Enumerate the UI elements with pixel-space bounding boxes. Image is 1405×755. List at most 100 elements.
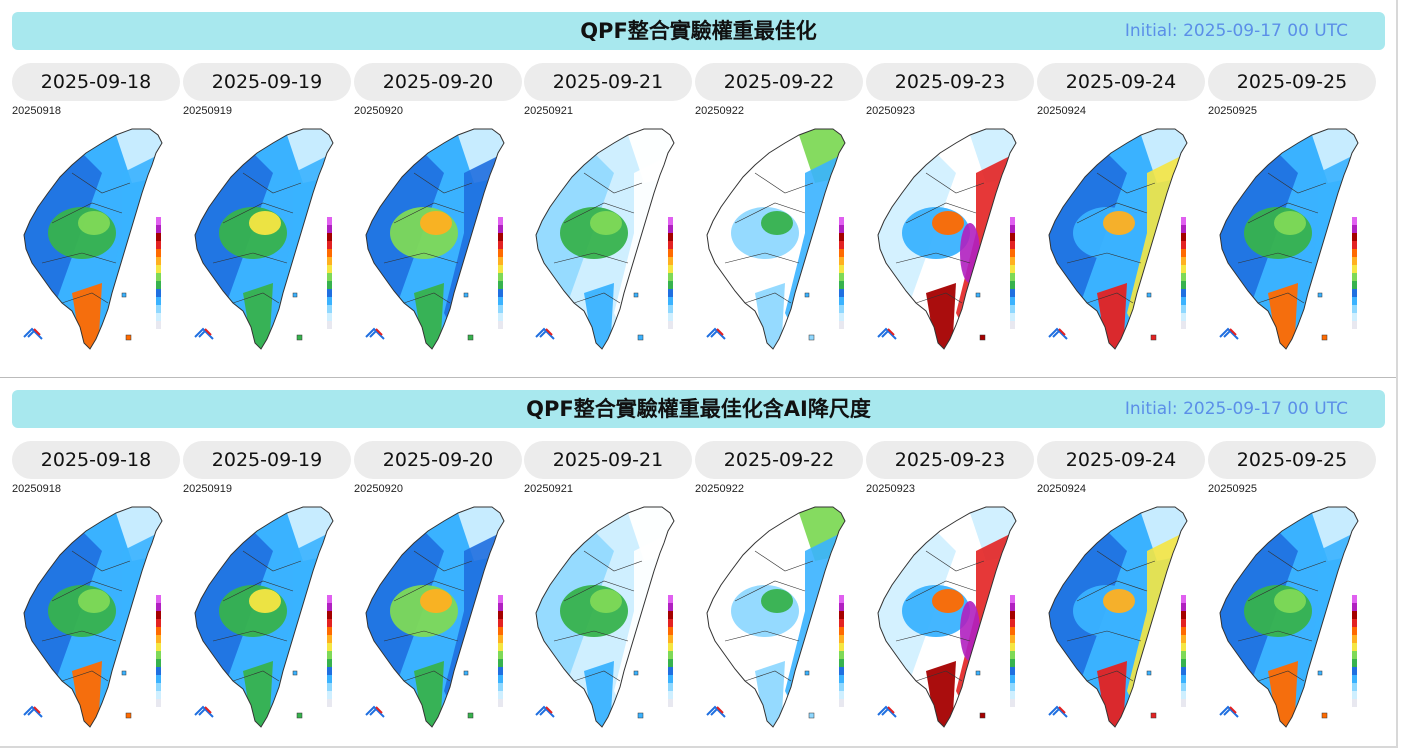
ncdr-logo [365,327,385,340]
rainfall-map[interactable] [1037,113,1205,353]
ncdr-logo [877,705,897,718]
ncdr-logo [1048,327,1068,340]
forecast-panel: 2025-09-22 20250922 [695,441,863,731]
forecast-panel: 2025-09-20 20250920 [354,63,522,353]
ncdr-logo [1219,705,1239,718]
color-scale-bar [668,595,673,707]
forecast-panel: 2025-09-19 20250919 [183,441,351,731]
ncdr-logo [1048,705,1068,718]
color-scale-bar [839,595,844,707]
rainfall-map[interactable] [183,113,351,353]
color-scale-bar [156,595,161,707]
ncdr-logo [535,705,555,718]
section-title: QPF整合實驗權重最佳化含AI降尺度 [526,397,871,421]
date-tab[interactable]: 2025-09-24 [1037,441,1205,479]
color-scale-bar [839,217,844,329]
section-banner: QPF整合實驗權重最佳化 Initial: 2025-09-17 00 UTC [12,12,1385,50]
date-tab[interactable]: 2025-09-25 [1208,63,1376,101]
forecast-panel: 2025-09-18 20250918 [12,441,180,731]
ncdr-logo [1219,327,1239,340]
date-tab[interactable]: 2025-09-19 [183,63,351,101]
date-tab[interactable]: 2025-09-22 [695,441,863,479]
ncdr-logo [535,327,555,340]
color-scale-bar [1181,595,1186,707]
initial-time: Initial: 2025-09-17 00 UTC [1124,21,1348,41]
rainfall-map[interactable] [524,491,692,731]
rainfall-map[interactable] [183,491,351,731]
section-divider [0,377,1396,378]
forecast-panel: 2025-09-25 20250925 [1208,63,1376,353]
rainfall-map[interactable] [695,113,863,353]
rainfall-map[interactable] [1208,491,1376,731]
forecast-panel: 2025-09-19 20250919 [183,63,351,353]
color-scale-bar [327,595,332,707]
date-tab[interactable]: 2025-09-22 [695,63,863,101]
ncdr-logo [194,705,214,718]
date-tab[interactable]: 2025-09-20 [354,63,522,101]
forecast-panel: 2025-09-25 20250925 [1208,441,1376,731]
map-date-code: 20250919 [183,105,232,117]
rainfall-map[interactable] [1037,491,1205,731]
map-date-code: 20250920 [354,105,403,117]
map-date-code: 20250918 [12,105,61,117]
initial-time: Initial: 2025-09-17 00 UTC [1124,399,1348,419]
date-tab[interactable]: 2025-09-18 [12,63,180,101]
rainfall-map[interactable] [1208,113,1376,353]
map-date-code: 20250922 [695,483,744,495]
date-tab[interactable]: 2025-09-25 [1208,441,1376,479]
rainfall-map[interactable] [866,491,1034,731]
forecast-panel: 2025-09-23 20250923 [866,441,1034,731]
rainfall-map[interactable] [12,113,180,353]
section-title: QPF整合實驗權重最佳化 [580,19,817,43]
rainfall-map[interactable] [866,113,1034,353]
map-date-code: 20250918 [12,483,61,495]
map-date-code: 20250920 [354,483,403,495]
color-scale-bar [498,217,503,329]
date-tab[interactable]: 2025-09-20 [354,441,522,479]
date-tab[interactable]: 2025-09-21 [524,63,692,101]
forecast-panel: 2025-09-18 20250918 [12,63,180,353]
forecast-panel: 2025-09-24 20250924 [1037,441,1205,731]
forecast-panel: 2025-09-21 20250921 [524,63,692,353]
date-tab[interactable]: 2025-09-23 [866,441,1034,479]
map-date-code: 20250924 [1037,483,1086,495]
ncdr-logo [365,705,385,718]
date-tab[interactable]: 2025-09-24 [1037,63,1205,101]
map-date-code: 20250922 [695,105,744,117]
color-scale-bar [327,217,332,329]
color-scale-bar [668,217,673,329]
forecast-panel: 2025-09-21 20250921 [524,441,692,731]
map-date-code: 20250919 [183,483,232,495]
forecast-panel: 2025-09-23 20250923 [866,63,1034,353]
date-tab[interactable]: 2025-09-23 [866,63,1034,101]
ncdr-logo [23,327,43,340]
ncdr-logo [706,327,726,340]
rainfall-map[interactable] [354,491,522,731]
ncdr-logo [706,705,726,718]
ncdr-logo [194,327,214,340]
date-tab[interactable]: 2025-09-21 [524,441,692,479]
date-tab[interactable]: 2025-09-19 [183,441,351,479]
map-date-code: 20250921 [524,105,573,117]
map-date-code: 20250925 [1208,483,1257,495]
forecast-panel: 2025-09-24 20250924 [1037,63,1205,353]
rainfall-map[interactable] [695,491,863,731]
forecast-panel: 2025-09-20 20250920 [354,441,522,731]
color-scale-bar [1010,217,1015,329]
map-date-code: 20250923 [866,105,915,117]
color-scale-bar [1010,595,1015,707]
map-date-code: 20250925 [1208,105,1257,117]
ncdr-logo [877,327,897,340]
date-tab[interactable]: 2025-09-18 [12,441,180,479]
rainfall-map[interactable] [12,491,180,731]
map-date-code: 20250924 [1037,105,1086,117]
rainfall-map[interactable] [354,113,522,353]
rainfall-map[interactable] [524,113,692,353]
color-scale-bar [1352,217,1357,329]
color-scale-bar [1352,595,1357,707]
ncdr-logo [23,705,43,718]
color-scale-bar [498,595,503,707]
map-date-code: 20250921 [524,483,573,495]
color-scale-bar [1181,217,1186,329]
